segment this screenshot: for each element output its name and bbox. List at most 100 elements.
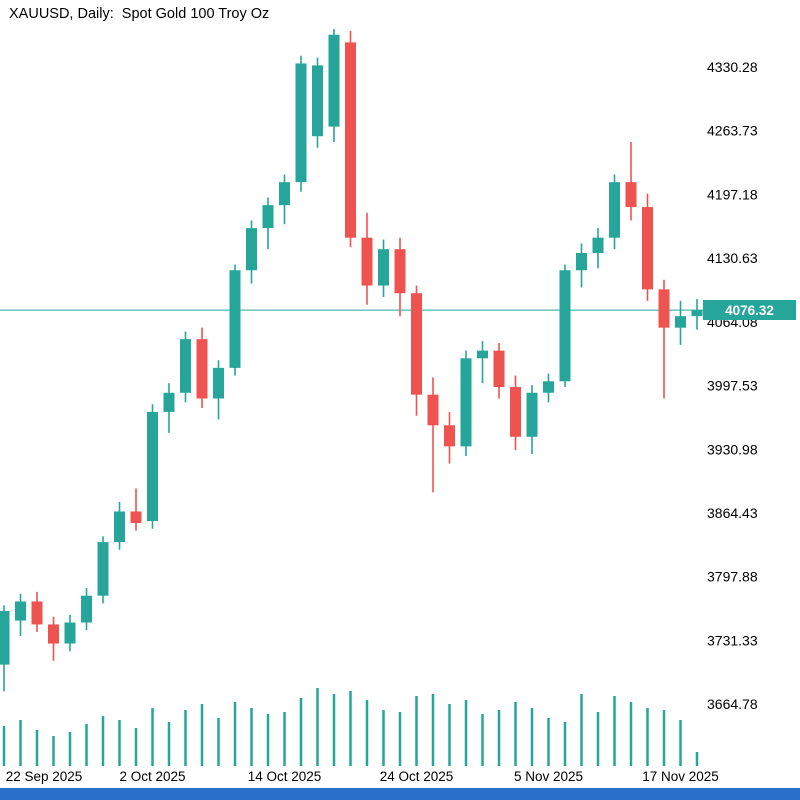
candle — [592, 228, 604, 269]
candle — [64, 614, 76, 652]
candle-body — [460, 358, 472, 447]
price-axis-label: 3664.78 — [707, 696, 758, 712]
candle — [477, 341, 488, 384]
price-axis-label: 4330.28 — [707, 59, 758, 75]
candle-body — [642, 207, 653, 290]
candle — [427, 377, 439, 493]
candle-body — [180, 339, 191, 393]
date-axis-label: 14 Oct 2025 — [248, 769, 322, 784]
candle-body — [493, 350, 505, 388]
candle — [130, 488, 142, 531]
candle-body — [163, 392, 175, 412]
candle-body — [213, 367, 224, 399]
price-axis-label: 3997.53 — [707, 378, 758, 394]
candle — [345, 30, 356, 248]
candle — [444, 411, 455, 464]
current-price-badge: 4076.32 — [703, 300, 796, 321]
candle-body — [229, 270, 241, 368]
candle-body — [64, 622, 76, 644]
candle — [675, 300, 686, 345]
candle — [147, 404, 158, 529]
candle-body — [97, 542, 109, 596]
date-axis-label: 24 Oct 2025 — [380, 769, 454, 784]
candle — [180, 331, 191, 403]
price-axis-label: 3864.43 — [707, 505, 758, 521]
candle-body — [559, 270, 571, 382]
candle-body — [196, 339, 208, 399]
candle — [559, 264, 571, 388]
candle — [213, 360, 224, 420]
candle-body — [312, 65, 323, 137]
candle-body — [345, 42, 356, 238]
candle — [328, 29, 340, 142]
candle — [394, 237, 406, 317]
candle — [48, 616, 59, 661]
candle — [97, 536, 109, 604]
date-axis-label: 17 Nov 2025 — [642, 769, 719, 784]
candle-body — [262, 205, 274, 229]
candle-body — [295, 63, 307, 183]
candle — [229, 264, 241, 376]
candle — [262, 197, 274, 250]
candle — [0, 605, 10, 692]
candle-body — [576, 253, 587, 271]
candle — [114, 501, 125, 550]
candle — [411, 285, 422, 416]
date-axis-label: 22 Sep 2025 — [6, 769, 83, 784]
candle — [460, 350, 472, 456]
candle-body — [625, 182, 637, 208]
candle-body — [691, 310, 703, 317]
candle-body — [675, 316, 686, 328]
candle — [493, 342, 505, 399]
candle — [658, 279, 670, 399]
price-axis-label: 4130.63 — [707, 250, 758, 266]
candle — [526, 385, 538, 455]
candle — [163, 383, 175, 433]
candle-body — [394, 249, 406, 294]
price-axis-label: 3930.98 — [707, 441, 758, 457]
price-axis-label: 3731.33 — [707, 632, 758, 648]
candle — [378, 239, 389, 298]
candle-body — [81, 595, 92, 623]
candle — [361, 212, 373, 305]
candle-body — [147, 411, 158, 522]
candle-body — [15, 601, 26, 621]
date-axis-label: 2 Oct 2025 — [119, 769, 185, 784]
candle-body — [361, 237, 373, 286]
candle-body — [0, 611, 10, 665]
candle — [691, 298, 703, 330]
candle-body — [114, 511, 125, 543]
candle-body — [48, 624, 59, 644]
current-price-value: 4076.32 — [725, 302, 774, 318]
candle — [312, 57, 323, 148]
candle-body — [246, 228, 257, 271]
price-axis-label: 4197.18 — [707, 186, 758, 202]
candle — [15, 593, 26, 636]
chart-title: XAUUSD, Daily: Spot Gold 100 Troy Oz — [9, 6, 270, 22]
taskbar-strip[interactable] — [0, 788, 800, 800]
candle-body — [510, 387, 521, 437]
candle-body — [543, 381, 554, 393]
candle — [81, 588, 92, 631]
candle — [295, 55, 307, 192]
candle — [543, 373, 554, 403]
candle-body — [444, 425, 455, 447]
candle — [196, 327, 208, 409]
candle — [279, 174, 290, 225]
candle — [609, 174, 620, 250]
price-axis-label: 4263.73 — [707, 123, 758, 139]
candle-body — [477, 350, 488, 359]
candle-body — [31, 601, 43, 625]
date-axis-label: 5 Nov 2025 — [514, 769, 583, 784]
candle-body — [328, 34, 340, 127]
candle-body — [592, 237, 604, 254]
candle-body — [279, 182, 290, 206]
candle-body — [411, 293, 422, 395]
candle-body — [378, 249, 389, 286]
price-axis-label: 3797.88 — [707, 569, 758, 585]
candle-body — [609, 182, 620, 238]
candle — [246, 220, 257, 284]
candle — [510, 375, 521, 451]
